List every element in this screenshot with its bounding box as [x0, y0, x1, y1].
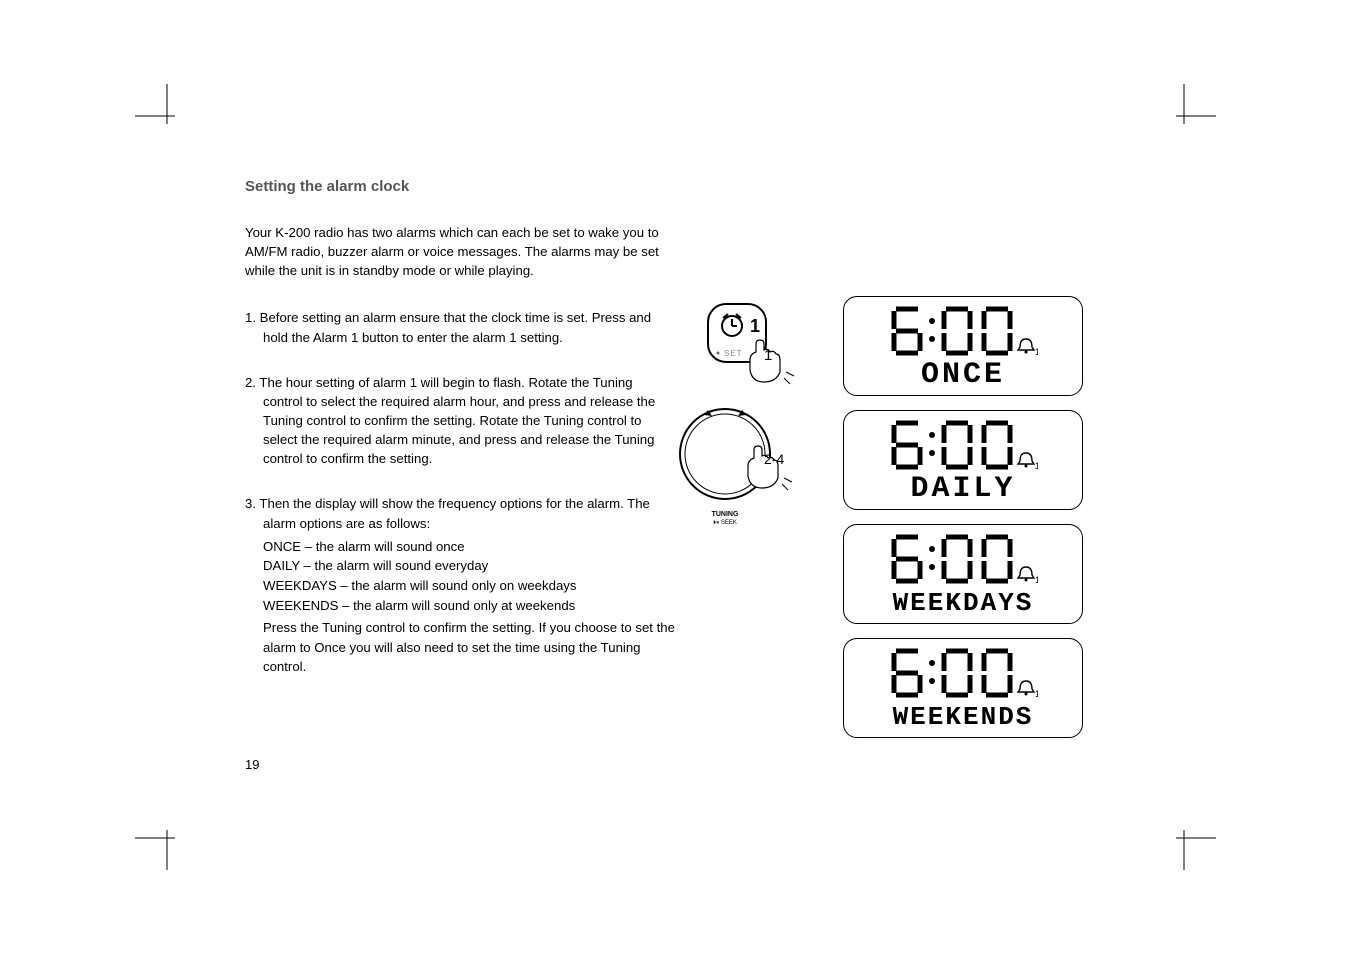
step-3-lead: 3. Then the display will show the freque…	[245, 494, 675, 532]
step-1: 1. Before setting an alarm ensure that t…	[245, 308, 675, 346]
step-3-options: ONCE – the alarm will sound once DAILY –…	[245, 537, 675, 678]
lcd-time-600: 1	[888, 533, 1038, 585]
lcd-time-600: 1	[888, 647, 1038, 699]
lcd-mode-once: ONCE	[854, 357, 1072, 393]
lcd-time-600: 1	[888, 305, 1038, 357]
dial-caption-seek: ⏵⏸ SEEK	[713, 519, 737, 526]
figure-1-callout: 1	[764, 347, 772, 364]
page-number: 19	[245, 757, 259, 772]
svg-text:1: 1	[1035, 689, 1038, 699]
step-3: 3. Then the display will show the freque…	[245, 494, 675, 532]
alarm-badge-1: 1	[1035, 347, 1038, 357]
section-heading: Setting the alarm clock	[245, 178, 675, 195]
lcd-weekdays: 1 WEEKDAYS	[843, 524, 1083, 624]
step-2-text: 2. The hour setting of alarm 1 will begi…	[245, 373, 675, 469]
lcd-time-row: 1	[854, 417, 1072, 471]
step-2: 2. The hour setting of alarm 1 will begi…	[245, 373, 675, 469]
lcd-time-600: 1	[888, 419, 1038, 471]
crop-mark-br	[1156, 810, 1216, 870]
step-3-tail: Press the Tuning control to confirm the …	[263, 618, 675, 677]
lcd-time-row: 1	[854, 303, 1072, 357]
alarm-button-set-label: SET	[724, 349, 743, 358]
lcd-daily: 1 DAILY	[843, 410, 1083, 510]
figure-dial-callout: 2-4	[764, 451, 784, 467]
opt-weekends: WEEKENDS – the alarm will sound only at …	[263, 596, 675, 616]
crop-mark-tr	[1156, 84, 1216, 144]
text-column: Setting the alarm clock Your K-200 radio…	[245, 178, 675, 677]
figure-alarm-button: 1 SET 1	[700, 298, 810, 393]
opt-once: ONCE – the alarm will sound once	[263, 537, 675, 557]
crop-mark-tl	[135, 84, 195, 144]
svg-text:1: 1	[1035, 461, 1038, 471]
lcd-time-row: 1	[854, 531, 1072, 585]
opt-daily: DAILY – the alarm will sound everyday	[263, 556, 675, 576]
opt-weekdays: WEEKDAYS – the alarm will sound only on …	[263, 576, 675, 596]
lcd-mode-weekdays: WEEKDAYS	[854, 585, 1072, 621]
svg-text:1: 1	[1035, 575, 1038, 585]
lcd-mode-daily: DAILY	[854, 471, 1072, 507]
dial-caption-tuning: TUNING	[712, 511, 739, 518]
step-1-text: 1. Before setting an alarm ensure that t…	[245, 308, 675, 346]
intro-paragraph: Your K-200 radio has two alarms which ca…	[245, 223, 675, 280]
lcd-time-row: 1	[854, 645, 1072, 699]
crop-mark-bl	[135, 810, 195, 870]
figure-tuning-dial: 2-4 TUNING ⏵⏸ SEEK	[670, 404, 820, 539]
lcd-once: 1 ONCE	[843, 296, 1083, 396]
manual-page: Setting the alarm clock Your K-200 radio…	[0, 0, 1351, 954]
alarm-button-num: 1	[750, 316, 760, 336]
lcd-weekends: 1 WEEKENDS	[843, 638, 1083, 738]
lcd-mode-weekends: WEEKENDS	[854, 699, 1072, 735]
